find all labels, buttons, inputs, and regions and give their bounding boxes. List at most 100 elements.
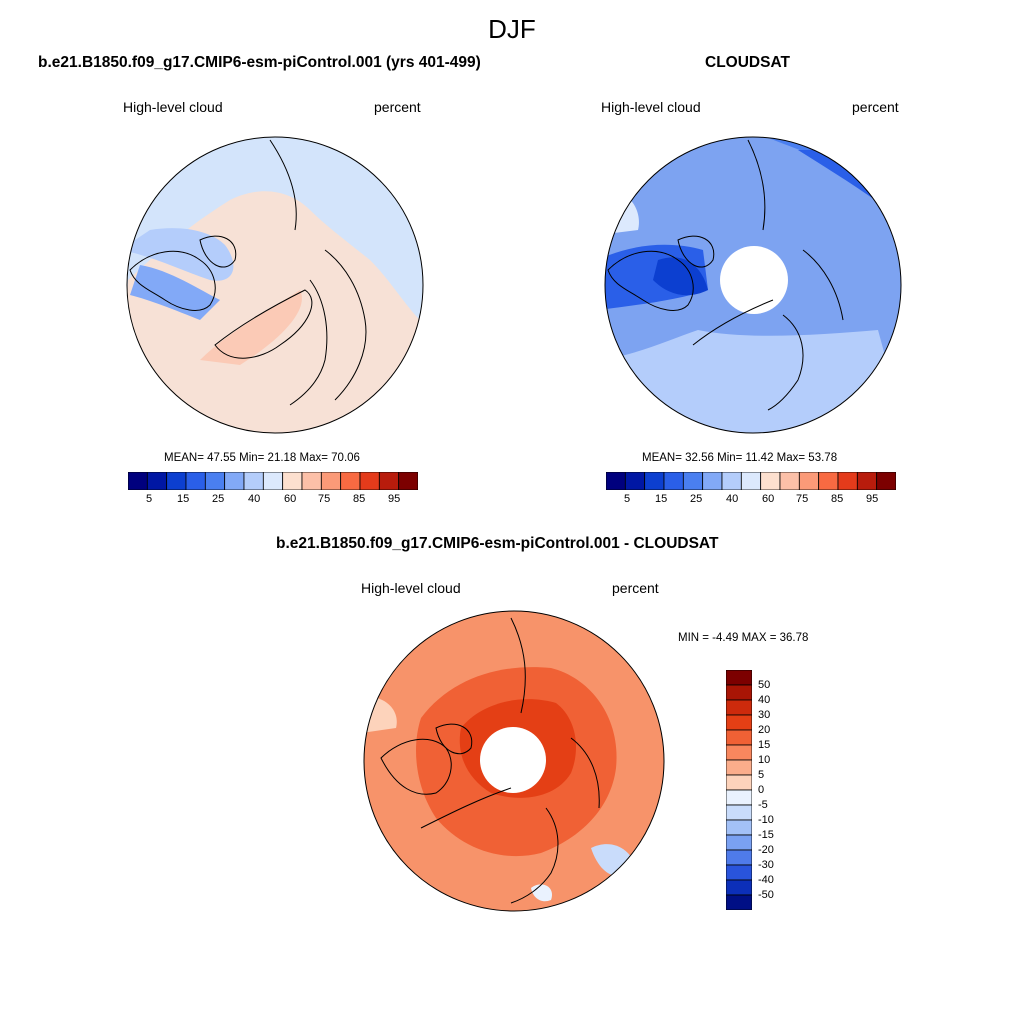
colorbar-box [340, 472, 361, 490]
panel-3-coastlines [380, 617, 600, 904]
panel-3-tick: -50 [758, 889, 774, 901]
panel-3-tick: 40 [758, 694, 771, 706]
colorbar-box [624, 472, 646, 490]
colorbar-box [682, 472, 704, 490]
panel-2-tick: 75 [796, 493, 809, 505]
panel-3-tick: -30 [758, 859, 774, 871]
panel-3-polar-map [363, 610, 665, 912]
panel-3-tick: 10 [758, 754, 771, 766]
colorbar-box [320, 472, 342, 490]
colorbar-box [726, 819, 752, 836]
colorbar-box [837, 472, 858, 490]
panel-3-tick: -5 [758, 799, 768, 811]
panel-1-units-label: percent [374, 99, 421, 115]
colorbar-box [876, 472, 896, 490]
panel-1-tick: 5 [146, 493, 153, 505]
colorbar-box [856, 472, 878, 490]
colorbar-box [282, 472, 303, 490]
colorbar-box [204, 472, 226, 490]
panel-2-tick: 60 [762, 493, 775, 505]
panel-2-colorbar-boxes [606, 472, 896, 490]
colorbar-box [726, 729, 752, 746]
panel-1-colorbar-ticks: 5 15 25 40 60 75 85 95 [128, 493, 418, 507]
panel-3-colorbar-ticks: 50 40 30 20 15 10 5 0 -5 -10 -15 -20 -30… [758, 670, 798, 910]
colorbar-box [398, 472, 418, 490]
panel-3-units-label: percent [612, 580, 659, 596]
panel-1-warm-core [200, 290, 302, 365]
colorbar-box [262, 472, 284, 490]
panel-1-polar-map [126, 136, 424, 434]
colorbar-box [726, 804, 752, 821]
panel-2-stats: MEAN= 32.56 Min= 11.42 Max= 53.78 [642, 452, 838, 464]
panel-2-region-greenland-core [653, 257, 708, 296]
panel-2-polar-map [604, 136, 902, 434]
colorbar-box [166, 472, 187, 490]
panel-3-stats: MIN = -4.49 MAX = 36.78 [678, 632, 809, 644]
panel-2-colorbar [606, 472, 896, 490]
panel-3-colorbar-boxes [726, 670, 752, 910]
panel-2-units-label: percent [852, 99, 899, 115]
panel-2-map-border [604, 136, 902, 434]
panel-1-tick: 15 [177, 493, 190, 505]
panel-2-coastlines [607, 139, 844, 411]
panel-3-colorbar [726, 670, 752, 910]
panel-3-title: b.e21.B1850.f09_g17.CMIP6-esm-piControl.… [276, 535, 719, 552]
colorbar-box [726, 774, 752, 791]
colorbar-box [726, 759, 752, 776]
colorbar-box [243, 472, 264, 490]
panel-3-tick: 50 [758, 679, 771, 691]
colorbar-box [146, 472, 168, 490]
panel-2-variable-label: High-level cloud [601, 99, 701, 115]
panel-2-tick: 5 [624, 493, 631, 505]
panel-3-tick: 30 [758, 709, 771, 721]
figure-title: DJF [488, 14, 536, 44]
panel-3-tick: 15 [758, 739, 771, 751]
panel-3-polar-gap [480, 727, 546, 793]
panel-1-tick: 85 [353, 493, 366, 505]
panel-3-tick: 5 [758, 769, 765, 781]
panel-2-tick: 25 [690, 493, 703, 505]
colorbar-box [726, 789, 752, 806]
colorbar-box [185, 472, 206, 490]
panel-1-cool-region-west [127, 228, 234, 281]
colorbar-box [702, 472, 723, 490]
panel-1-tick: 25 [212, 493, 225, 505]
panel-1-colorbar [128, 472, 418, 490]
colorbar-box [359, 472, 380, 490]
panel-2-polar-gap [720, 246, 788, 314]
panel-2-title: CLOUDSAT [705, 54, 790, 71]
colorbar-box [726, 714, 752, 731]
panel-2-tick: 15 [655, 493, 668, 505]
panel-3-variable-label: High-level cloud [361, 580, 461, 596]
panel-1-variable-label: High-level cloud [123, 99, 223, 115]
colorbar-box [726, 834, 752, 851]
panel-1-colorbar-boxes [128, 472, 418, 490]
panel-3-tick: 20 [758, 724, 771, 736]
colorbar-box [740, 472, 762, 490]
colorbar-box [606, 472, 626, 490]
colorbar-box [378, 472, 400, 490]
colorbar-box [818, 472, 839, 490]
colorbar-box [726, 699, 752, 716]
colorbar-box [644, 472, 665, 490]
panel-3-tick: -10 [758, 814, 774, 826]
panel-1-title: b.e21.B1850.f09_g17.CMIP6-esm-piControl.… [38, 54, 481, 71]
colorbar-box [663, 472, 684, 490]
panel-2-colorbar-ticks: 5 15 25 40 60 75 85 95 [606, 493, 896, 507]
colorbar-box [721, 472, 742, 490]
panel-2-tick: 85 [831, 493, 844, 505]
colorbar-box [726, 849, 752, 866]
panel-1-map-border [126, 136, 424, 434]
panel-3-tick: -40 [758, 874, 774, 886]
panel-2-tick: 95 [866, 493, 879, 505]
colorbar-box [224, 472, 245, 490]
panel-1-tick: 40 [248, 493, 261, 505]
panel-2-region-northwest [605, 189, 639, 235]
panel-1-cool-region-greenland [130, 265, 220, 320]
panel-1-tick: 75 [318, 493, 331, 505]
panel-3-tick: 0 [758, 784, 765, 796]
panel-1-stats: MEAN= 47.55 Min= 21.18 Max= 70.06 [164, 452, 360, 464]
panel-3-tick: -15 [758, 829, 774, 841]
colorbar-box [726, 879, 752, 896]
colorbar-box [760, 472, 781, 490]
